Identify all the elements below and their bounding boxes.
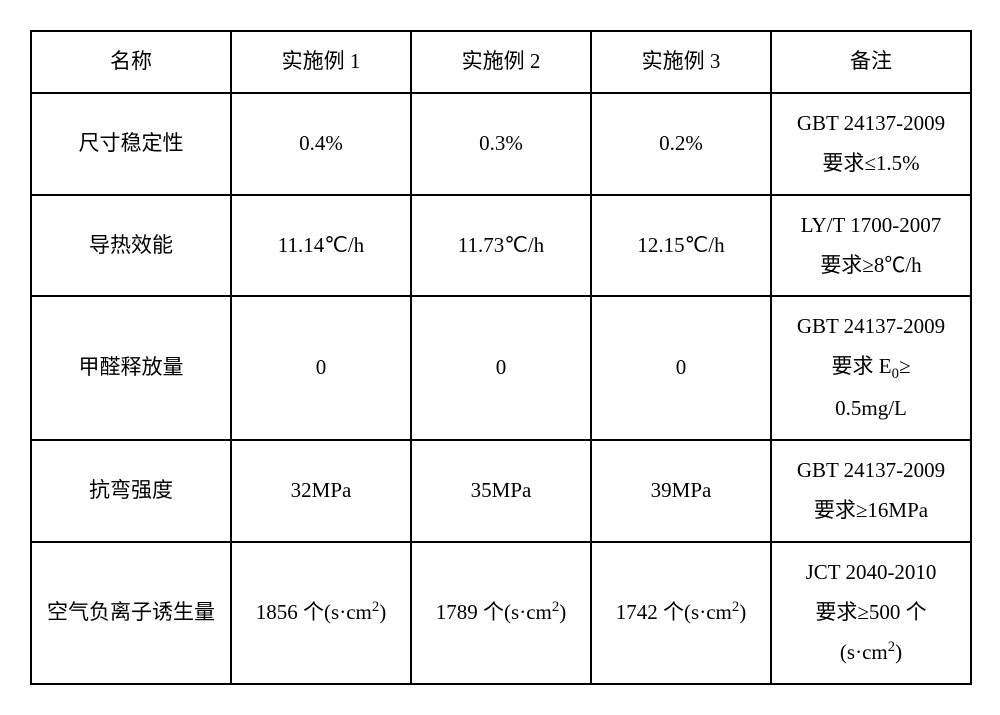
cell-ex2: 1789 个(s·cm2): [411, 542, 591, 684]
cell-name: 空气负离子诱生量: [31, 542, 231, 684]
cell-ex2: 11.73℃/h: [411, 195, 591, 297]
remark-line: 要求≤1.5%: [822, 151, 919, 175]
cell-ex1: 1856 个(s·cm2): [231, 542, 411, 684]
cell-name: 甲醛释放量: [31, 296, 231, 440]
cell-remark: JCT 2040-2010 要求≥500 个 (s·cm2): [771, 542, 971, 684]
remark-line: LY/T 1700-2007: [801, 213, 941, 237]
cell-ex3: 1742 个(s·cm2): [591, 542, 771, 684]
cell-ex1: 0.4%: [231, 93, 411, 195]
cell-ex3: 39MPa: [591, 440, 771, 542]
cell-name: 抗弯强度: [31, 440, 231, 542]
col-header-ex2: 实施例 2: [411, 31, 591, 93]
remark-line: GBT 24137-2009: [797, 458, 945, 482]
cell-ex3: 0.2%: [591, 93, 771, 195]
cell-ex3: 12.15℃/h: [591, 195, 771, 297]
cell-name: 尺寸稳定性: [31, 93, 231, 195]
remark-line: GBT 24137-2009: [797, 314, 945, 338]
col-header-remark: 备注: [771, 31, 971, 93]
table-row: 空气负离子诱生量 1856 个(s·cm2) 1789 个(s·cm2) 174…: [31, 542, 971, 684]
cell-ex2: 0: [411, 296, 591, 440]
table-row: 导热效能 11.14℃/h 11.73℃/h 12.15℃/h LY/T 170…: [31, 195, 971, 297]
cell-name: 导热效能: [31, 195, 231, 297]
cell-ex3: 0: [591, 296, 771, 440]
col-header-name: 名称: [31, 31, 231, 93]
table-row: 甲醛释放量 0 0 0 GBT 24137-2009 要求 E0≥ 0.5mg/…: [31, 296, 971, 440]
cell-ex1: 0: [231, 296, 411, 440]
col-header-ex1: 实施例 1: [231, 31, 411, 93]
cell-ex2: 0.3%: [411, 93, 591, 195]
remark-line: JCT 2040-2010: [806, 560, 937, 584]
remark-line: 要求 E0≥: [832, 354, 911, 378]
col-header-ex3: 实施例 3: [591, 31, 771, 93]
remark-line: 要求≥500 个: [815, 600, 926, 624]
cell-ex1: 11.14℃/h: [231, 195, 411, 297]
remark-line: GBT 24137-2009: [797, 111, 945, 135]
remark-line: 要求≥8℃/h: [820, 253, 921, 277]
table-row: 抗弯强度 32MPa 35MPa 39MPa GBT 24137-2009 要求…: [31, 440, 971, 542]
cell-remark: LY/T 1700-2007 要求≥8℃/h: [771, 195, 971, 297]
cell-remark: GBT 24137-2009 要求≥16MPa: [771, 440, 971, 542]
table-row: 尺寸稳定性 0.4% 0.3% 0.2% GBT 24137-2009 要求≤1…: [31, 93, 971, 195]
table-header-row: 名称 实施例 1 实施例 2 实施例 3 备注: [31, 31, 971, 93]
remark-line: 0.5mg/L: [835, 396, 907, 420]
remark-line: 要求≥16MPa: [814, 498, 928, 522]
properties-table: 名称 实施例 1 实施例 2 实施例 3 备注 尺寸稳定性 0.4% 0.3% …: [30, 30, 972, 685]
cell-remark: GBT 24137-2009 要求 E0≥ 0.5mg/L: [771, 296, 971, 440]
cell-ex1: 32MPa: [231, 440, 411, 542]
cell-remark: GBT 24137-2009 要求≤1.5%: [771, 93, 971, 195]
cell-ex2: 35MPa: [411, 440, 591, 542]
remark-line: (s·cm2): [840, 640, 902, 664]
